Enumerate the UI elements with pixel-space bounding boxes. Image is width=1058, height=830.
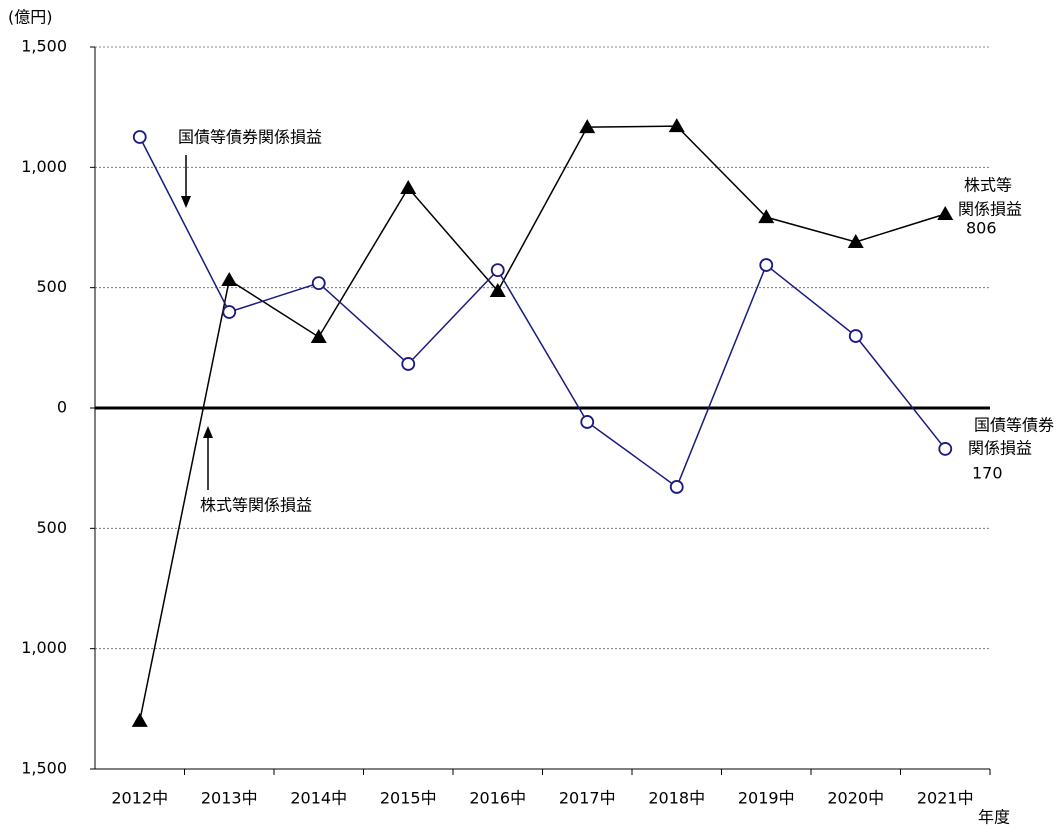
x-tick-label: 2021中: [917, 789, 974, 808]
end-label: 関係損益: [968, 439, 1032, 458]
point: [489, 283, 506, 298]
point: [759, 258, 774, 272]
y-axis-label: (億円): [8, 8, 53, 27]
point: [222, 305, 237, 319]
arrow-head: [181, 196, 191, 208]
y-tick-label: 1,000: [21, 638, 67, 657]
point: [938, 442, 953, 456]
x-axis-label: 年度: [978, 808, 1010, 827]
point: [311, 276, 326, 290]
y-tick-label: 500: [36, 518, 67, 537]
series-line: [139, 125, 946, 722]
x-tick-label: 2016中: [469, 789, 526, 808]
end-label: 関係損益: [958, 200, 1022, 219]
point: [668, 118, 685, 133]
point: [848, 329, 863, 343]
y-tick-label: 500: [36, 277, 67, 296]
x-tick-label: 2012中: [111, 789, 168, 808]
point: [580, 415, 595, 429]
x-tick-label: 2017中: [559, 789, 616, 808]
point: [847, 233, 864, 248]
y-tick-label: 1,500: [21, 759, 67, 778]
end-label: 株式等: [964, 176, 1012, 195]
x-tick-label: 2015中: [380, 789, 437, 808]
arrow-head: [203, 426, 213, 438]
x-tick-label: 2014中: [290, 789, 347, 808]
series-annotation: 国債等債券関係損益: [178, 128, 322, 147]
x-tick-label: 2018中: [648, 789, 705, 808]
point: [221, 271, 238, 286]
y-tick-label: 1,000: [21, 157, 67, 176]
x-tick-label: 2019中: [738, 789, 795, 808]
data-label: 170: [972, 464, 1003, 483]
point: [937, 206, 954, 221]
end-label: 国債等債券: [974, 416, 1054, 435]
series-annotation: 株式等関係損益: [200, 496, 312, 515]
y-tick-label: 1,500: [21, 37, 67, 56]
point: [579, 119, 596, 134]
x-tick-label: 2020中: [827, 789, 884, 808]
point: [132, 130, 147, 144]
data-label: 806: [966, 219, 997, 238]
point: [669, 480, 684, 494]
x-tick-label: 2013中: [201, 789, 258, 808]
point: [758, 209, 775, 224]
series-line: [139, 136, 946, 489]
point: [490, 263, 505, 277]
point: [131, 712, 148, 727]
point: [400, 180, 417, 195]
point: [310, 329, 327, 344]
y-tick-label: 0: [57, 398, 67, 417]
point: [401, 357, 416, 371]
